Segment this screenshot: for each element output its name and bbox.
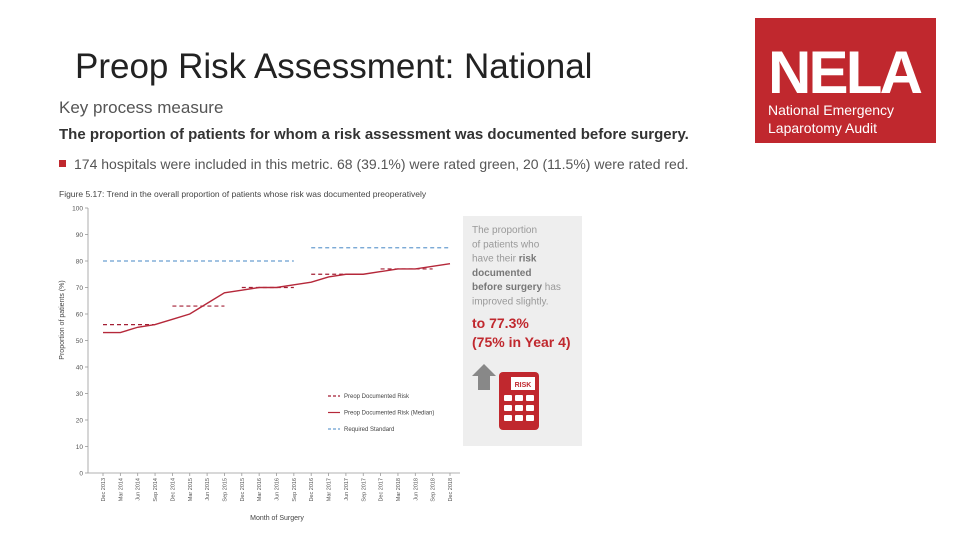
x-tick-label: Dec 2016 — [309, 478, 315, 502]
calculator-screen — [511, 377, 535, 390]
y-tick-label: 90 — [76, 232, 84, 239]
y-tick-label: 10 — [76, 444, 84, 451]
x-tick-label: Sep 2014 — [153, 478, 159, 502]
panel-highlight: (75% in Year 4) — [472, 334, 571, 350]
y-tick-label: 80 — [76, 259, 84, 266]
y-tick-label: 60 — [76, 312, 84, 319]
x-tick-label: Jun 2015 — [205, 478, 211, 501]
chart-title: Figure 5.17: Trend in the overall propor… — [59, 189, 427, 199]
logo-name: NELA — [768, 39, 923, 106]
x-tick-label: Sep 2015 — [222, 478, 228, 502]
x-tick-label: Sep 2016 — [292, 478, 298, 502]
y-tick-label: 40 — [76, 365, 84, 372]
x-tick-label: Mar 2017 — [327, 478, 333, 501]
x-tick-label: Jun 2016 — [275, 478, 281, 501]
icon-label: RISK — [515, 382, 532, 389]
y-tick-label: 30 — [76, 391, 84, 398]
bullet-text: 174 hospitals were included in this metr… — [74, 156, 689, 172]
legend-label: Preop Documented Risk — [344, 394, 410, 400]
x-tick-label: Jun 2014 — [136, 478, 142, 501]
logo-line: Laparotomy Audit — [768, 120, 877, 136]
panel-segment: has — [542, 282, 561, 293]
y-axis-label: Proportion of patients (%) — [59, 280, 66, 359]
panel-segment: risk — [519, 254, 537, 265]
y-tick-label: 0 — [79, 471, 83, 478]
bullet-marker — [59, 160, 66, 167]
panel-text: The proportion of patients who have their … — [472, 225, 561, 308]
x-tick-label: Mar 2016 — [257, 478, 263, 501]
x-tick-label: Dec 2018 — [448, 478, 454, 502]
panel-line: before surgery has — [472, 282, 561, 293]
side-panel: The proportion of patients who have their … — [463, 216, 582, 446]
panel-segment: documented — [472, 268, 531, 279]
logo-line: National Emergency — [768, 102, 894, 118]
y-tick-label: 70 — [76, 285, 84, 292]
y-tick-label: 50 — [76, 338, 84, 345]
up-arrow-icon — [472, 364, 496, 390]
x-tick-label: Sep 2017 — [361, 478, 367, 502]
calculator-keys — [504, 395, 534, 421]
panel-segment: before surgery — [472, 282, 542, 293]
x-tick-label: Dec 2014 — [170, 478, 176, 502]
panel-highlight: to 77.3% — [472, 315, 529, 331]
logo: NELA National Emergency Laparotomy Audit — [755, 18, 936, 143]
panel-segment: have their — [472, 254, 519, 265]
x-axis-label: Month of Surgery — [250, 515, 304, 522]
heading: Key process measure — [59, 98, 223, 117]
x-tick-label: Jun 2018 — [413, 478, 419, 501]
legend-label: Required Standard — [344, 427, 394, 433]
panel-line: have their risk — [472, 254, 537, 265]
panel-segment: of patients who — [472, 239, 540, 250]
logo-box — [755, 18, 936, 143]
x-tick-label: Mar 2014 — [118, 478, 124, 501]
panel-line: documented — [472, 268, 531, 279]
panel-segment: The proportion — [472, 225, 537, 236]
panel-line: of patients who — [472, 239, 540, 250]
x-tick-label: Sep 2018 — [431, 478, 437, 502]
x-tick-label: Mar 2015 — [188, 478, 194, 501]
panel-segment: improved slightly. — [472, 297, 549, 308]
x-tick-label: Mar 2018 — [396, 478, 402, 501]
x-tick-label: Dec 2017 — [379, 478, 385, 502]
panel-line: improved slightly. — [472, 297, 549, 308]
y-tick-label: 20 — [76, 418, 84, 425]
slide-title: Preop Risk Assessment: National — [75, 47, 592, 86]
x-tick-label: Dec 2013 — [101, 478, 107, 502]
legend-label: Preop Documented Risk (Median) — [344, 411, 434, 417]
subheading: The proportion of patients for whom a ri… — [59, 126, 689, 143]
panel-line: The proportion — [472, 225, 537, 236]
x-tick-label: Dec 2015 — [240, 478, 246, 502]
series-line — [103, 262, 451, 334]
x-tick-label: Jun 2017 — [344, 478, 350, 501]
y-tick-label: 100 — [72, 206, 83, 213]
